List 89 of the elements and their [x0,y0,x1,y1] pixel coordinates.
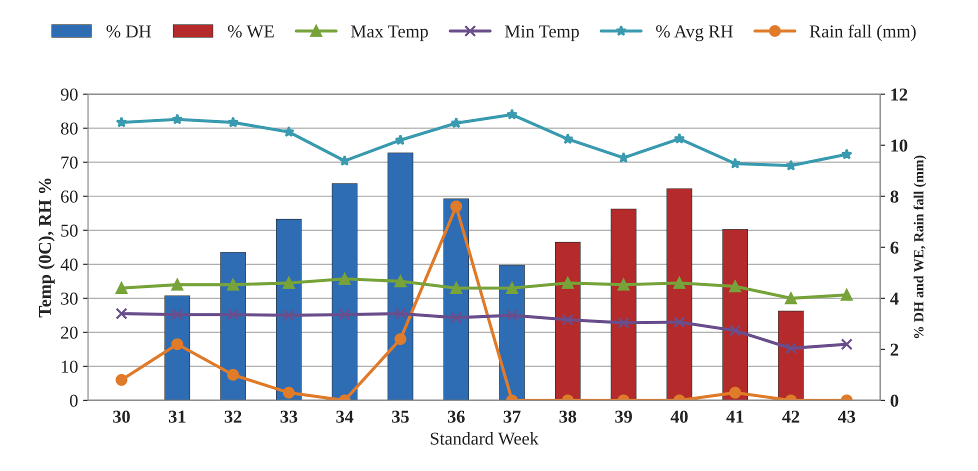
point [338,154,350,166]
point [840,288,853,301]
point [841,148,852,160]
x-tick-label: 36 [448,410,465,423]
point [506,282,518,294]
point [171,278,184,291]
legend-label: % Avg RH [656,25,733,42]
point [227,278,239,291]
point [116,282,128,294]
point [283,126,295,137]
point [729,324,742,337]
point [116,308,128,320]
x-tick-label: 34 [336,410,354,423]
point [618,278,630,291]
point [506,309,518,322]
y-tick-label: 50 [61,224,78,237]
x-tick-label: 42 [782,410,800,423]
y-tick-label: 60 [61,190,78,203]
point [618,316,630,329]
point [282,277,295,289]
point [562,314,574,326]
point [394,308,406,320]
point [450,312,462,324]
point [785,160,797,171]
y-tick-label: 40 [60,258,78,271]
x-tick-label: 43 [838,410,856,423]
x-tick-label: 41 [726,410,744,423]
y-tick-label: 70 [61,156,78,169]
point [840,338,853,350]
point [506,108,518,120]
legend-label: Rain fall (mm) [810,24,916,42]
point [562,133,574,144]
y-tick-label: 80 [60,122,78,135]
bar [610,208,636,400]
legend-label: Max Temp [351,25,428,42]
x-tick-label: 30 [113,410,130,423]
point [450,282,462,294]
bar [276,218,302,400]
y-tick-label: 30 [61,292,78,305]
point [450,117,462,128]
point [338,273,351,285]
x-tick-label: 33 [280,410,298,423]
bar [666,188,692,400]
y2-tick-label: 12 [891,88,908,100]
x-tick-label: 39 [615,410,632,423]
bar [554,242,581,400]
point [227,116,239,128]
point [674,132,686,144]
point [785,342,797,354]
y2-tick-label: 8 [890,190,898,203]
point [338,308,351,321]
x-tick-label: 38 [559,410,576,423]
point [227,308,239,321]
y2-tick-label: 0 [890,394,898,407]
y-tick-label: 10 [62,360,78,373]
x-tick-label: 32 [224,410,242,423]
y2-tick-label: 10 [891,139,908,152]
point [729,280,742,292]
point [394,275,406,288]
x-tick-label: 31 [168,410,186,423]
point [618,152,630,163]
y-tick-label: 90 [60,88,78,101]
point [729,158,741,169]
bar [332,183,358,400]
x-tick-label: 35 [392,410,409,423]
y2-axis-title: % DH and WE, Rain fall (mm) [914,156,926,338]
point [673,277,686,289]
point [172,113,183,124]
x-tick-label: 40 [670,410,688,423]
legend-label: % DH [106,25,151,38]
y2-tick-label: 6 [890,242,898,254]
bar [778,310,804,400]
y2-tick-label: 2 [890,344,898,356]
point [673,316,686,328]
y-axis-title: Temp (0C), RH % [38,178,55,318]
legend-label: Min Temp [504,25,579,42]
point [785,292,797,304]
point [282,309,295,322]
point [116,116,128,128]
legend-label: % WE [228,25,274,38]
point [171,308,184,321]
point [562,277,574,289]
x-tick-label: 37 [504,410,521,423]
bar [388,152,414,400]
y-tick-label: 0 [70,394,78,407]
x-axis-title: Standard Week [430,432,539,445]
y-tick-label: 20 [61,326,78,339]
point [394,134,406,146]
y2-tick-label: 4 [890,292,899,305]
